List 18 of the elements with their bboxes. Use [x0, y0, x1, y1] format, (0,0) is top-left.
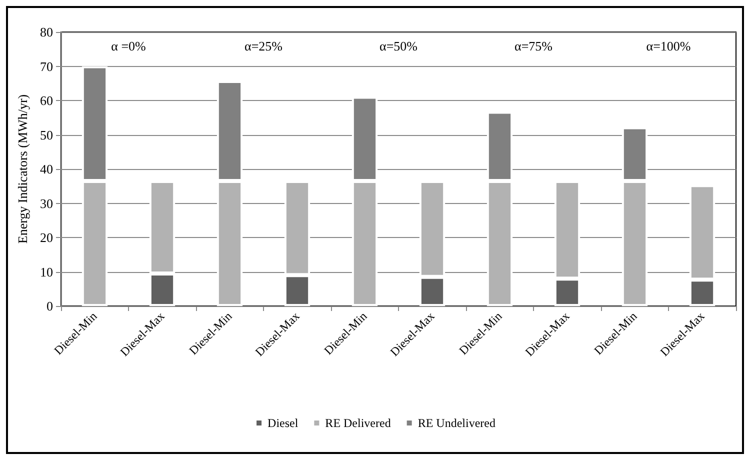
annotation: α =0%	[111, 38, 146, 54]
y-tick-label: 80	[40, 24, 53, 40]
legend-label: RE Delivered	[325, 416, 391, 430]
y-tick-label: 30	[40, 196, 53, 211]
legend-label: Diesel	[268, 416, 299, 430]
y-tick-label: 70	[40, 58, 53, 74]
annotation: α=25%	[244, 38, 283, 54]
annotation: α=50%	[380, 38, 418, 54]
y-tick-label: 20	[40, 230, 53, 245]
y-tick-label: 0	[46, 298, 53, 314]
annotation: α=75%	[514, 38, 553, 54]
legend-label: RE Undelivered	[418, 416, 496, 430]
y-tick-label: 40	[40, 162, 53, 176]
y-tick-label: 10	[40, 264, 53, 280]
y-tick-label: 60	[40, 93, 53, 108]
y-axis-title: Energy Indicators (MWh/yr)	[15, 94, 30, 244]
annotation: α=100%	[646, 38, 691, 54]
y-tick-label: 50	[40, 127, 53, 142]
